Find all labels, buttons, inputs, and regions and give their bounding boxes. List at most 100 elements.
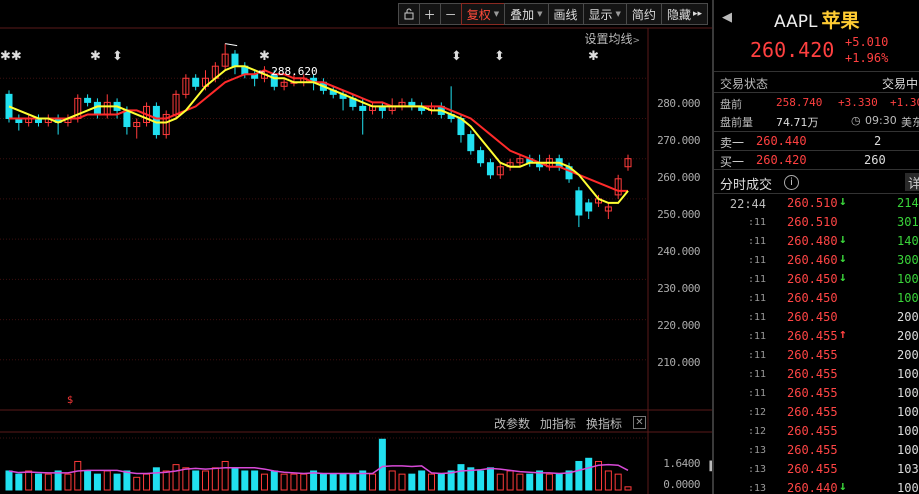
ask-row[interactable]: 卖一 260.440 2	[714, 132, 919, 151]
add-indicator-button[interactable]: 加指标	[539, 417, 576, 431]
dividend-marker-icon[interactable]: ⬍	[451, 49, 462, 64]
event-marker-icon[interactable]: ✱✱	[0, 49, 22, 64]
trade-time: :13	[747, 464, 766, 475]
premarket-timezone: 美东	[901, 116, 919, 129]
dividend-marker-icon[interactable]: ⬍	[494, 49, 505, 64]
lock-icon[interactable]	[397, 3, 420, 25]
stock-symbol: AAPL	[774, 12, 818, 32]
trades-header: 分时成交 i 详	[714, 170, 919, 194]
hide-label: 隐藏	[666, 7, 691, 22]
trade-row: :11 260.450 100	[714, 289, 919, 308]
volume-bar	[339, 473, 347, 491]
volume-bar	[143, 473, 151, 491]
zoom-in-icon[interactable]: ＋	[418, 3, 441, 25]
last-price: 260.420	[750, 38, 835, 62]
trade-volume: 103	[897, 462, 919, 476]
zoom-out-icon[interactable]: －	[439, 3, 462, 25]
event-marker-icon[interactable]: ✱	[90, 49, 101, 64]
display-button[interactable]: 显示 ▼	[582, 3, 627, 25]
ma-setting-link[interactable]: 设置均线>	[584, 30, 640, 47]
simple-mode-label: 简约	[631, 7, 656, 22]
overlay-button[interactable]: 叠加 ▼	[504, 3, 549, 25]
candle-body	[624, 158, 632, 168]
dividend-marker-icon[interactable]: ⬍	[112, 49, 123, 64]
bid-label: 买一	[720, 155, 745, 169]
volume-bar	[427, 473, 435, 491]
trade-row: :12 260.455 100	[714, 403, 919, 422]
trade-time: :13	[747, 445, 766, 456]
trade-price: 260.455	[787, 424, 838, 438]
trade-volume: 100	[897, 405, 919, 419]
chevron-right-icon: >	[632, 36, 640, 46]
volume-ma-line	[8, 463, 629, 475]
premarket-price: 258.740	[776, 96, 823, 109]
edit-params-button[interactable]: 改参数	[493, 417, 530, 431]
close-indicator-icon[interactable]: ✕	[633, 416, 646, 429]
trade-volume: 100	[897, 367, 919, 381]
trades-list[interactable]: 22:44 260.510 ↓ 214:11 260.510 301:11 260.480 ↓…	[714, 194, 919, 494]
candle-body	[133, 122, 141, 128]
simple-mode-button[interactable]: 简约	[625, 3, 662, 25]
trade-row: :11 260.510 301	[714, 213, 919, 232]
bid-row[interactable]: 买一 260.420 260	[714, 151, 919, 170]
volume-bar	[614, 473, 622, 491]
trade-row: :12 260.455 100	[714, 422, 919, 441]
volume-bar	[280, 473, 288, 491]
adjust-price-button[interactable]: 复权 ▼	[460, 3, 506, 25]
stock-title: AAPL 苹果	[774, 6, 859, 33]
trades-detail-button[interactable]: 详	[905, 173, 919, 192]
volume-bar	[152, 467, 160, 491]
event-marker-icon[interactable]: ✱	[259, 49, 270, 64]
volume-bar	[418, 470, 426, 491]
clock-icon: ◷	[851, 114, 861, 127]
info-icon[interactable]: i	[784, 175, 799, 190]
candle-body	[84, 97, 92, 103]
switch-indicator-button[interactable]: 换指标	[585, 417, 622, 431]
trade-time: :11	[747, 388, 766, 399]
dividend-dollar-icon[interactable]: $	[67, 395, 74, 406]
volume-bar	[162, 470, 170, 491]
volume-bar	[241, 470, 249, 491]
collapse-arrow-icon[interactable]: ◀	[722, 10, 732, 25]
candle-body	[614, 178, 622, 196]
volume-bar	[310, 470, 318, 491]
kline-chart-svg[interactable]	[0, 0, 712, 494]
trade-time: :12	[747, 426, 766, 437]
ask-volume: 2	[874, 134, 882, 148]
event-marker-icon[interactable]: ✱	[588, 49, 599, 64]
volume-bar	[64, 473, 72, 491]
volume-bar	[359, 470, 367, 491]
caret-down-icon: ▼	[493, 10, 500, 18]
price-change-pct: +1.96%	[845, 51, 889, 65]
candle-body	[467, 134, 475, 152]
kline-chart-panel[interactable]: ＋ － 复权 ▼ 叠加 ▼ 画线 显示 ▼ 简约 隐藏 ▸▸ 设置均线> ✱✱ ✱ ⬍ …	[0, 0, 712, 494]
hide-button[interactable]: 隐藏 ▸▸	[660, 3, 708, 25]
draw-line-button[interactable]: 画线	[547, 3, 584, 25]
trade-volume: 300	[897, 253, 919, 267]
price-change: +5.010	[845, 35, 889, 49]
volume-tick: 0.0000	[663, 478, 700, 491]
candle-body	[162, 113, 170, 136]
volume-bar	[5, 470, 13, 491]
forward-icon: ▸▸	[692, 9, 702, 19]
volume-bar	[182, 467, 190, 491]
trade-price: 260.480	[787, 234, 838, 248]
candle-body	[123, 109, 131, 128]
arrow-down-icon: ↓	[839, 232, 847, 247]
volume-bar	[103, 470, 111, 491]
volume-bar	[290, 473, 298, 491]
premarket-row: 盘前 258.740 +3.330 +1.30	[714, 93, 919, 112]
candle-body	[231, 53, 239, 67]
trade-volume: 100	[897, 272, 919, 286]
price-tick: 280.000	[657, 97, 700, 110]
panel-expand-icon[interactable]: ▐	[706, 462, 713, 472]
volume-bar	[93, 473, 101, 491]
trade-volume: 200	[897, 348, 919, 362]
volume-bar	[437, 473, 445, 491]
adjust-price-label: 复权	[466, 7, 491, 22]
trade-price: 260.510	[787, 215, 838, 229]
peak-annotation-line	[225, 43, 238, 47]
volume-bar	[202, 470, 210, 491]
trade-time: :11	[747, 369, 766, 380]
candle-body	[152, 105, 160, 136]
